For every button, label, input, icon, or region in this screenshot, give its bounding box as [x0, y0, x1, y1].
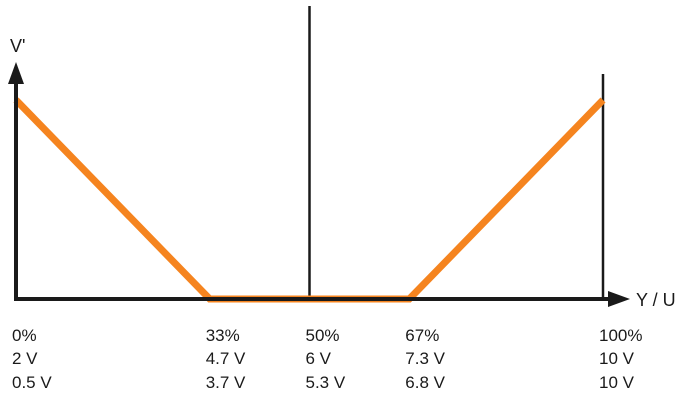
tick-label-2-row-1: 6 V: [306, 349, 332, 368]
axes: [8, 62, 630, 307]
y-axis-arrowhead: [8, 62, 24, 84]
tick-label-1-row-0: 33%: [206, 326, 240, 345]
tick-label-3-row-1: 7.3 V: [405, 349, 445, 368]
tick-label-0-row-0: 0%: [12, 326, 37, 345]
tick-label-3-row-2: 6.8 V: [405, 373, 445, 392]
x-axis-label: Y / U: [636, 290, 676, 310]
vertical-reference-lines: [308, 6, 605, 299]
tick-label-2-row-2: 5.3 V: [306, 373, 346, 392]
tick-label-2-row-0: 50%: [306, 326, 340, 345]
tick-label-4-row-2: 10 V: [599, 373, 635, 392]
tick-label-0-row-2: 0.5 V: [12, 373, 52, 392]
tick-label-1-row-1: 4.7 V: [206, 349, 246, 368]
tick-label-1-row-2: 3.7 V: [206, 373, 246, 392]
tick-label-4-row-0: 100%: [599, 326, 642, 345]
tick-label-3-row-0: 67%: [405, 326, 439, 345]
tick-label-4-row-1: 10 V: [599, 349, 635, 368]
tick-label-0-row-1: 2 V: [12, 349, 38, 368]
tick-labels: 0% 2 V 0.5 V 33% 4.7 V 3.7 V 50% 6 V 5.3 V 67% 7.3…: [12, 326, 642, 392]
x-axis-arrowhead: [608, 291, 630, 307]
y-axis-label: V': [10, 36, 25, 56]
